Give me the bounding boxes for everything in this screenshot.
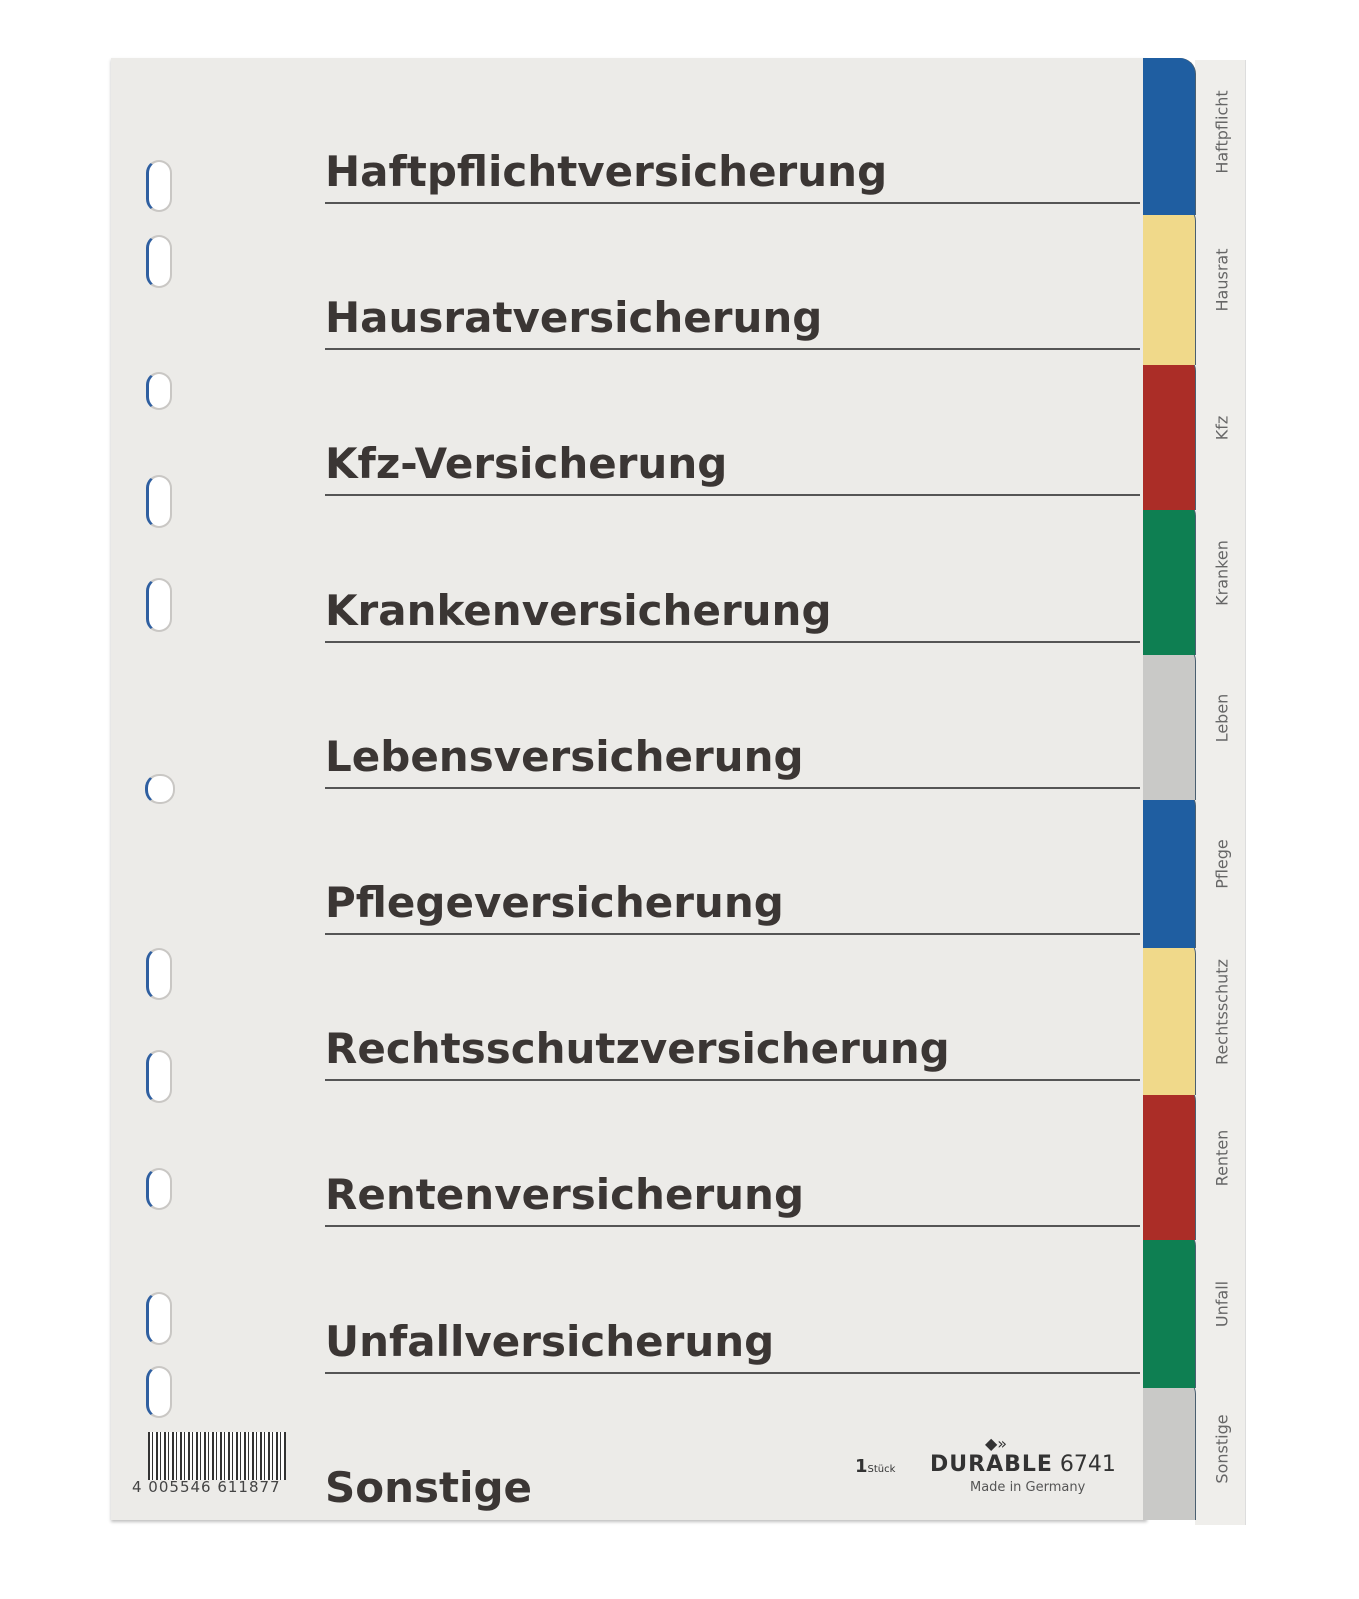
section-title: Hausratversicherung bbox=[325, 293, 823, 343]
section-title: Kfz-Versicherung bbox=[325, 439, 728, 489]
section-row: Haftpflichtversicherung bbox=[325, 142, 1140, 204]
tab-label: Haftpflicht bbox=[1212, 89, 1232, 174]
label-strip bbox=[1195, 60, 1246, 1525]
section-title: Rechtsschutzversicherung bbox=[325, 1024, 950, 1074]
barcode-number: 4 005546 611877 bbox=[132, 1478, 281, 1496]
punch-hole bbox=[146, 475, 172, 528]
index-divider-sheet bbox=[111, 58, 1147, 1520]
tab-kranken[interactable] bbox=[1143, 500, 1195, 655]
tab-label: Rechtsschutz bbox=[1212, 958, 1232, 1065]
brand-line: DURABLE 6741 bbox=[930, 1452, 1116, 1477]
section-row: Unfallversicherung bbox=[325, 1312, 1140, 1374]
tab-hausrat[interactable] bbox=[1143, 205, 1195, 365]
tab-haftpflicht[interactable] bbox=[1143, 58, 1195, 215]
tab-rechtsschutz[interactable] bbox=[1143, 938, 1195, 1095]
quantity: 1Stück bbox=[855, 1456, 895, 1477]
tab-renten[interactable] bbox=[1143, 1085, 1195, 1240]
punch-hole bbox=[145, 774, 175, 804]
section-row: Rentenversicherung bbox=[325, 1165, 1140, 1228]
section-title: Pflegeversicherung bbox=[325, 878, 784, 927]
section-row: Lebensversicherung bbox=[325, 727, 1140, 789]
section-row: Hausratversicherung bbox=[325, 288, 1140, 351]
tab-label: Leben bbox=[1212, 693, 1232, 742]
durable-logo-icon: ◆» bbox=[985, 1434, 1008, 1453]
punch-hole bbox=[146, 160, 172, 212]
punch-hole bbox=[146, 948, 172, 1000]
section-row: Sonstige bbox=[325, 1458, 1140, 1518]
tab-unfall[interactable] bbox=[1143, 1230, 1195, 1388]
model-number: 6741 bbox=[1059, 1452, 1116, 1477]
punch-hole bbox=[146, 1292, 172, 1345]
tab-label: Kfz bbox=[1212, 415, 1232, 440]
quantity-unit: Stück bbox=[867, 1464, 896, 1475]
punch-hole bbox=[146, 372, 172, 410]
punch-hole bbox=[146, 578, 172, 632]
section-title: Rentenversicherung bbox=[325, 1170, 805, 1220]
section-title: Haftpflichtversicherung bbox=[325, 147, 888, 196]
section-title: Sonstige bbox=[325, 1462, 533, 1512]
section-title: Lebensversicherung bbox=[325, 731, 804, 781]
section-title: Krankenversicherung bbox=[325, 585, 832, 635]
punch-hole bbox=[146, 1168, 172, 1210]
punch-hole bbox=[146, 1050, 172, 1103]
tab-label: Pflege bbox=[1212, 839, 1232, 889]
section-row: Kfz-Versicherung bbox=[325, 434, 1140, 497]
barcode bbox=[148, 1432, 286, 1480]
brand: DURABLE bbox=[930, 1452, 1053, 1477]
tab-leben[interactable] bbox=[1143, 645, 1195, 800]
tab-label: Renten bbox=[1212, 1129, 1232, 1186]
tab-kfz[interactable] bbox=[1143, 355, 1195, 510]
section-row: Pflegeversicherung bbox=[325, 873, 1140, 935]
tab-label: Hausrat bbox=[1212, 248, 1232, 312]
punch-hole bbox=[146, 235, 172, 288]
tab-label: Kranken bbox=[1212, 539, 1232, 606]
tab-label: Unfall bbox=[1212, 1280, 1232, 1328]
punch-hole bbox=[146, 1366, 172, 1418]
section-row: Rechtsschutzversicherung bbox=[325, 1019, 1140, 1082]
tab-sonstige[interactable] bbox=[1143, 1378, 1195, 1520]
quantity-value: 1 bbox=[855, 1456, 868, 1477]
origin: Made in Germany bbox=[970, 1480, 1086, 1495]
tab-label: Sonstige bbox=[1212, 1414, 1232, 1484]
tab-pflege[interactable] bbox=[1143, 790, 1195, 948]
section-row: Krankenversicherung bbox=[325, 581, 1140, 643]
section-title: Unfallversicherung bbox=[325, 1316, 775, 1366]
